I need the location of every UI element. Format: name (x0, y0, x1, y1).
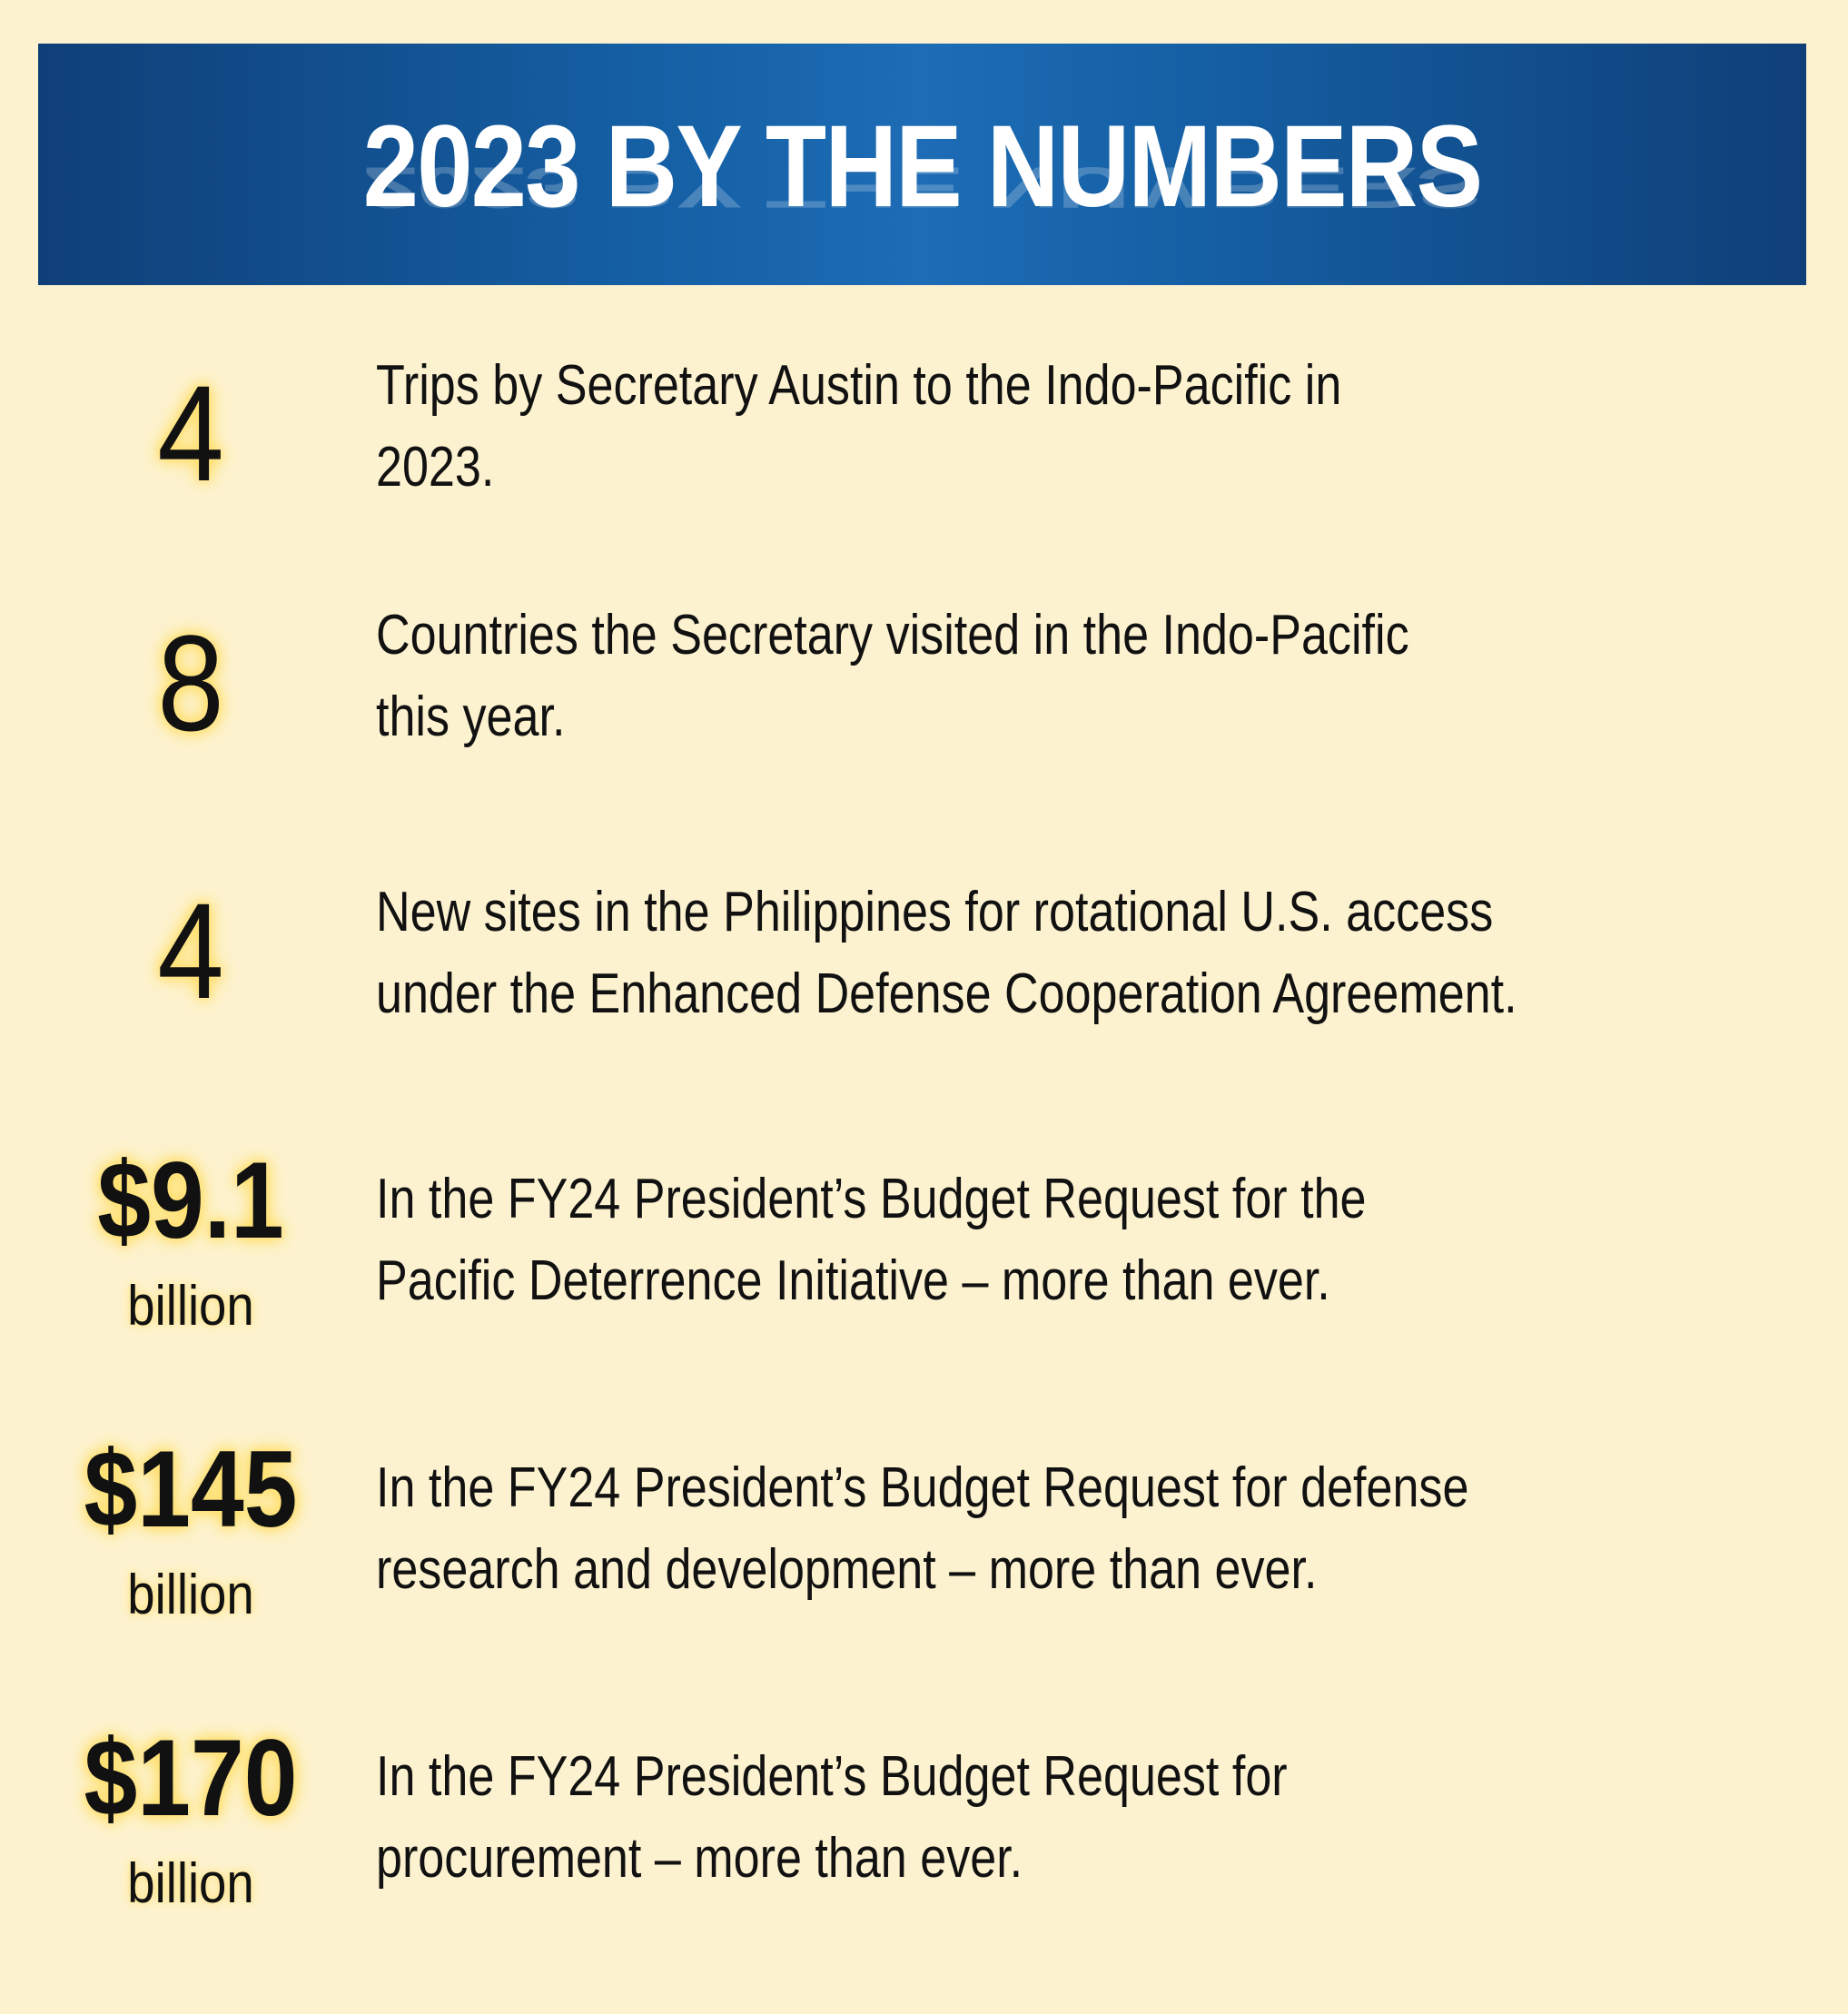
stat-description-line: Countries the Secretary visited in the I… (376, 604, 1409, 666)
stat-description: In the FY24 President’s Budget Request f… (376, 1159, 1589, 1322)
stat-description-line: under the Enhanced Defense Cooperation A… (376, 963, 1517, 1025)
page-title-reflection: 2023 BY THE NUMBERS (362, 154, 1482, 221)
stat-description-line: procurement – more than ever. (376, 1827, 1023, 1890)
stat-figure: $9.1 billion (45, 1146, 336, 1335)
stat-figure: 4 (45, 883, 336, 1019)
stat-unit: billion (127, 1852, 254, 1915)
stat-description-line: In the FY24 President’s Budget Request f… (376, 1456, 1469, 1519)
page-title: 2023 BY THE NUMBERS (362, 102, 1483, 232)
stat-description-line: 2023. (376, 436, 495, 499)
stat-value: 8 (157, 607, 224, 759)
stat-description-line: In the FY24 President’s Budget Request f… (376, 1168, 1367, 1230)
stat-description-line: research and development – more than eve… (376, 1538, 1318, 1601)
stat-description: In the FY24 President’s Budget Request f… (376, 1736, 1589, 1900)
stat-value: $145 (84, 1428, 298, 1550)
stat-description: Trips by Secretary Austin to the Indo-Pa… (376, 345, 1589, 508)
title-banner: 2023 BY THE NUMBERS 2023 BY THE NUMBERS (38, 44, 1806, 285)
stat-description-line: this year. (376, 686, 566, 748)
stat-description: Countries the Secretary visited in the I… (376, 595, 1589, 758)
stat-description: In the FY24 President’s Budget Request f… (376, 1447, 1589, 1611)
stat-unit: billion (127, 1564, 254, 1626)
stat-value: 4 (157, 874, 224, 1027)
stat-figure: 4 (45, 365, 336, 501)
stat-description-line: In the FY24 President’s Budget Request f… (376, 1745, 1288, 1808)
stat-description-line: Trips by Secretary Austin to the Indo-Pa… (376, 354, 1342, 417)
stat-description-line: New sites in the Philippines for rotatio… (376, 881, 1494, 943)
stat-description: New sites in the Philippines for rotatio… (376, 872, 1589, 1035)
stat-value: $170 (84, 1717, 298, 1839)
stat-value: $9.1 (97, 1140, 284, 1261)
stat-figure: $145 billion (45, 1435, 336, 1624)
stat-value: 4 (157, 357, 224, 509)
stat-unit: billion (127, 1275, 254, 1338)
stat-figure: $170 billion (45, 1723, 336, 1912)
stat-figure: 8 (45, 615, 336, 751)
stat-description-line: Pacific Deterrence Initiative – more tha… (376, 1249, 1330, 1312)
